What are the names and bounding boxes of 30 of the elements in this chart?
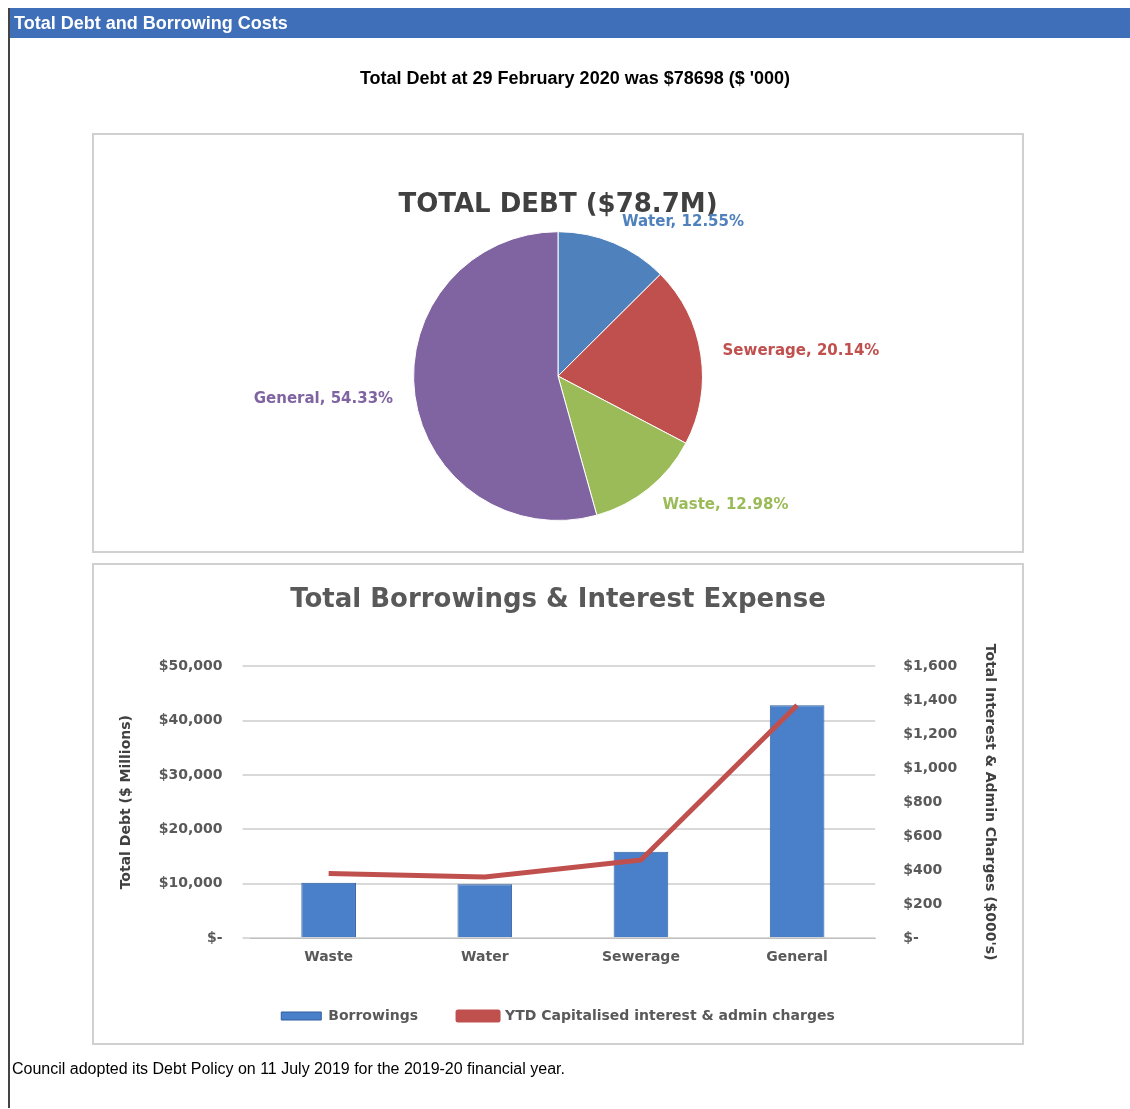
y-tick-label: $30,000: [158, 765, 223, 782]
x-tick-label: Sewerage: [602, 948, 680, 965]
y2-tick-label: $800: [903, 792, 943, 809]
text: Total Debt and Borrowing Costs: [10, 8, 1130, 38]
text: Council adopted its Debt Policy on 11 July 2019 for the 2019-20 financial year.: [12, 1060, 565, 1078]
y2-tick-label: $1,200: [903, 724, 958, 741]
y-tick-label: $20,000: [158, 820, 223, 837]
y-tick-label: $40,000: [158, 711, 223, 728]
x-tick-label: Waste: [304, 948, 354, 965]
y2-tick-label: $200: [903, 894, 943, 911]
y-tick-label: $-: [207, 928, 223, 945]
y2-axis-title: Total Interest & Admin Charges ($000's): [982, 643, 999, 961]
legend-label: Borrowings: [328, 1006, 419, 1023]
x-tick-label: Water: [461, 948, 509, 965]
y2-tick-label: $400: [903, 860, 943, 877]
chart-title: Total Borrowings & Interest Expense: [290, 583, 826, 614]
x-tick-label: General: [766, 948, 828, 965]
legend-label: YTD Capitalised interest & admin charges: [504, 1006, 835, 1023]
text: Total Debt at 29 February 2020 was $78698 ($ '000): [358, 68, 792, 89]
y2-tick-label: $1,000: [903, 758, 958, 775]
y2-tick-label: $1,400: [903, 690, 958, 707]
y-tick-label: $10,000: [158, 874, 223, 891]
y2-tick-label: $1,600: [903, 656, 958, 673]
slice-label: Sewerage, 20.14%: [722, 341, 880, 360]
y2-tick-label: $-: [903, 928, 919, 945]
y-tick-label: $50,000: [158, 656, 223, 673]
y-axis-title: Total Debt ($ Millions): [117, 715, 134, 890]
y2-tick-label: $600: [903, 826, 943, 843]
slice-label: General, 54.33%: [253, 388, 394, 407]
slice-label: Waste, 12.98%: [662, 495, 789, 514]
